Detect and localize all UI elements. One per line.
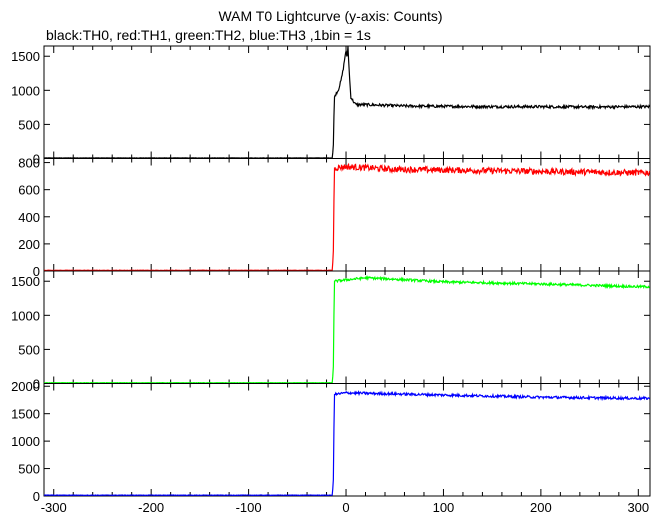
y-tick-label: 2000: [11, 379, 40, 394]
y-tick-label: 600: [18, 183, 40, 198]
x-tick-label: 100: [433, 500, 455, 515]
x-tick-label: 200: [530, 500, 552, 515]
series-line-th2: [43, 275, 650, 384]
x-tick-label: 300: [627, 500, 649, 515]
panel-frame-th3: [43, 383, 651, 497]
y-tick-label: 1000: [11, 308, 40, 323]
chart-subtitle: black:TH0, red:TH1, green:TH2, blue:TH3 …: [46, 27, 371, 43]
panel-frame-th1: [43, 158, 651, 272]
series-line-th1: [43, 162, 651, 272]
series-line-th0: [43, 45, 651, 159]
y-tick-label: 0: [33, 152, 40, 167]
x-tick-label: -200: [138, 500, 164, 515]
y-tick-label: 500: [18, 462, 40, 477]
y-tick-label: 0: [33, 489, 40, 504]
x-tick-label: 0: [342, 500, 349, 515]
y-tick-label: 500: [18, 117, 40, 132]
y-tick-label: 1000: [11, 434, 40, 449]
y-tick-label: 0: [33, 377, 40, 392]
y-tick-label: 500: [18, 342, 40, 357]
y-tick-label: 1500: [11, 407, 40, 422]
y-tick-label: 800: [18, 156, 40, 171]
y-tick-label: 1000: [11, 83, 40, 98]
y-tick-label: 400: [18, 210, 40, 225]
y-tick-label: 0: [33, 264, 40, 279]
chart-title: WAM T0 Lightcurve (y-axis: Counts): [218, 8, 443, 24]
x-tick-label: -300: [41, 500, 67, 515]
panel-frame-th0: [43, 45, 651, 159]
y-tick-label: 200: [18, 237, 40, 252]
panel-frame-th2: [43, 270, 651, 384]
series-line-th3: [43, 390, 651, 497]
y-tick-label: 1500: [11, 274, 40, 289]
x-tick-label: -100: [236, 500, 262, 515]
y-tick-label: 1500: [11, 49, 40, 64]
